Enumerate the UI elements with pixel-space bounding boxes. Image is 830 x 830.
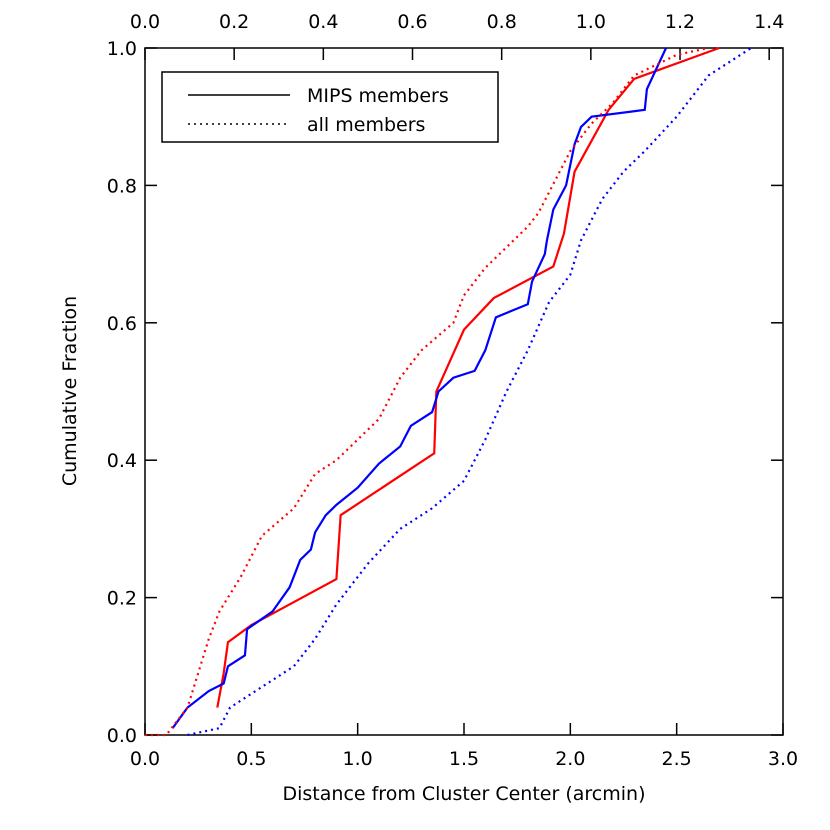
y-tick-label: 1.0	[107, 38, 137, 60]
x-tick-label: 0.0	[130, 748, 160, 770]
y-tick-label: 0.2	[107, 588, 137, 610]
series-line	[216, 46, 720, 708]
x2-tick-label: 0.8	[487, 11, 517, 33]
x-tick-label: 1.0	[343, 748, 373, 770]
series-line	[145, 46, 709, 737]
y-tick-label: 0.8	[107, 175, 137, 197]
x-tick-label: 0.5	[236, 748, 266, 770]
y-tick-label: 0.6	[107, 313, 137, 335]
x-axis-label: Distance from Cluster Center (arcmin)	[283, 783, 646, 805]
y-tick-label: 0.4	[107, 450, 137, 472]
x-tick-label: 2.0	[555, 748, 585, 770]
x2-tick-label: 0.6	[397, 11, 427, 33]
x2-tick-label: 0.4	[308, 11, 338, 33]
legend-box	[161, 71, 499, 143]
x2-tick-label: 0.0	[130, 11, 160, 33]
series-line	[171, 47, 668, 729]
x-tick-label: 2.5	[662, 748, 692, 770]
y-tick-label: 0.0	[107, 725, 137, 747]
x2-tick-label: 1.4	[754, 11, 784, 33]
x2-tick-label: 1.0	[576, 11, 606, 33]
legend-label: all members	[307, 114, 425, 136]
legend-label: MIPS members	[307, 85, 449, 107]
x-tick-label: 1.5	[449, 748, 479, 770]
x2-tick-label: 0.2	[219, 11, 249, 33]
x2-tick-label: 1.2	[665, 11, 695, 33]
series-line	[187, 47, 752, 737]
y-axis-label: Cumulative Fraction	[59, 296, 81, 486]
x-tick-label: 3.0	[768, 748, 798, 770]
